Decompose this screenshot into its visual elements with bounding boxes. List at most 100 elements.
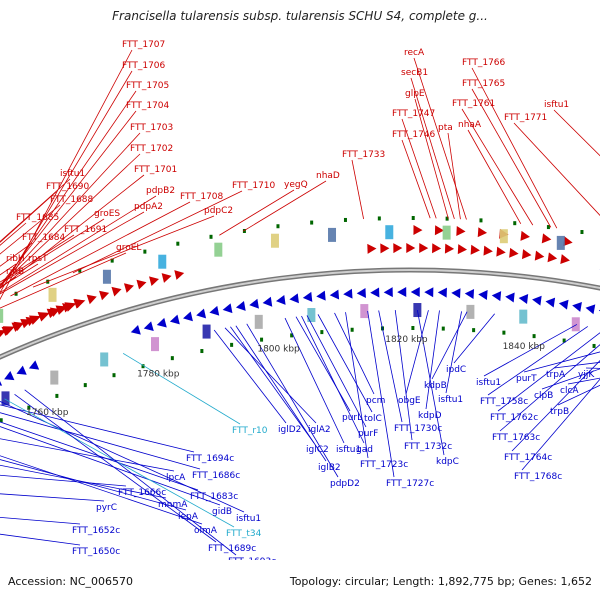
feature-block xyxy=(1,391,10,406)
reverse-leader-line xyxy=(4,398,235,528)
reverse-leader-line xyxy=(0,493,105,502)
track-tick xyxy=(411,216,415,221)
reverse-gene-label: olmA xyxy=(194,526,218,536)
forward-gene-arrow xyxy=(367,243,377,254)
forward-leader-line xyxy=(0,70,133,294)
accession-text: Accession: NC_006570 xyxy=(8,575,134,588)
forward-gene-arrow xyxy=(419,243,429,254)
reverse-gene-arrow xyxy=(249,298,259,309)
reverse-gene-arrow xyxy=(169,314,180,325)
reverse-gene-arrow xyxy=(262,296,273,307)
reverse-leader-line xyxy=(367,310,395,478)
reverse-gene-label: FTT_1666c xyxy=(118,488,166,498)
track-tick xyxy=(350,327,354,332)
feature-block xyxy=(307,308,316,323)
forward-gene-label: FTT_1710 xyxy=(232,181,276,191)
forward-gene-arrow xyxy=(434,225,445,236)
forward-gene-arrow xyxy=(520,230,530,241)
forward-gene-arrow xyxy=(136,279,147,290)
forward-gene-label: pdpB2 xyxy=(146,186,175,196)
scale-label: 1800 kbp xyxy=(257,344,300,354)
track-tick xyxy=(110,258,114,263)
forward-leader-line xyxy=(0,218,105,285)
reverse-leader-line xyxy=(0,455,203,525)
forward-leader-line xyxy=(0,234,75,283)
forward-gene-arrow xyxy=(29,315,42,325)
reverse-leader-line xyxy=(334,312,375,395)
forward-leader-line xyxy=(0,174,145,289)
forward-gene-arrow xyxy=(161,273,172,283)
scale-label: 1760 kbp xyxy=(26,408,69,418)
reverse-gene-label: purF xyxy=(358,429,378,439)
feature-block xyxy=(254,314,263,329)
reverse-leader-line xyxy=(0,400,245,513)
feature-block xyxy=(151,337,160,352)
forward-gene-arrow xyxy=(174,270,185,280)
forward-gene-label: FTT_1705 xyxy=(126,81,169,91)
reverse-gene-label: lepA xyxy=(178,512,199,522)
forward-leader-line xyxy=(413,57,467,220)
reverse-gene-label: isftu1 xyxy=(438,395,463,405)
reverse-leader-line xyxy=(246,323,339,478)
forward-gene-arrow xyxy=(46,308,59,319)
reverse-leader-line xyxy=(301,315,365,444)
feature-block xyxy=(571,317,580,332)
forward-gene-arrow xyxy=(509,247,519,258)
forward-leader-line xyxy=(243,180,327,232)
reverse-leader-line xyxy=(511,360,600,452)
forward-gene-arrow xyxy=(11,322,24,332)
rna-gene-label: FTT_r10 xyxy=(232,426,268,436)
reverse-gene-label: isftu1 xyxy=(236,514,261,524)
reverse-gene-arrow xyxy=(276,294,286,305)
reverse-leader-line xyxy=(497,332,600,412)
forward-gene-label: FTT_1691 xyxy=(64,225,107,235)
feature-block xyxy=(0,308,4,323)
forward-gene-arrow xyxy=(393,243,403,254)
scale-label: 1820 kbp xyxy=(385,335,428,345)
forward-gene-label: FTT_1733 xyxy=(342,150,385,160)
reverse-gene-arrow xyxy=(518,294,529,304)
forward-gene-arrow xyxy=(483,245,493,256)
forward-gene-label: glpE xyxy=(405,89,425,99)
reverse-leader-line xyxy=(0,438,175,472)
forward-gene-arrow xyxy=(55,305,68,315)
reverse-gene-arrow xyxy=(558,299,569,310)
reverse-gene-label: FTT_1693c xyxy=(228,557,276,560)
reverse-leader-line xyxy=(483,324,578,377)
forward-leader-line xyxy=(10,201,191,297)
reverse-gene-label: isftu1 xyxy=(476,378,501,388)
forward-leader-line xyxy=(513,122,600,216)
forward-leader-line xyxy=(0,252,127,309)
reverse-gene-arrow xyxy=(222,303,233,314)
forward-leader-line xyxy=(0,110,137,287)
reverse-gene-arrow xyxy=(302,291,313,302)
forward-gene-arrow xyxy=(380,243,390,254)
reverse-gene-arrow xyxy=(28,360,40,370)
forward-gene-label: FTT_1708 xyxy=(180,192,224,202)
reverse-leader-line xyxy=(14,393,217,543)
reverse-gene-arrow xyxy=(585,304,596,315)
track-tick xyxy=(276,224,280,229)
reverse-gene-label: FTT_1652c xyxy=(72,526,120,536)
forward-gene-arrow xyxy=(149,276,159,287)
reverse-leader-line xyxy=(431,311,468,380)
reverse-gene-label: FTT_1763c xyxy=(492,433,540,443)
forward-leader-line xyxy=(0,191,57,243)
forward-gene-label: recA xyxy=(404,48,425,58)
backbone-highlight xyxy=(0,269,600,359)
reverse-leader-line xyxy=(0,426,221,506)
forward-gene-arrow xyxy=(64,302,77,312)
track-tick xyxy=(112,373,116,378)
reverse-leader-line xyxy=(394,310,413,441)
track-tick xyxy=(170,356,174,361)
topology-text: Topology: circular; Length: 1,892,775 bp… xyxy=(289,575,592,588)
feature-block xyxy=(202,324,211,339)
reverse-leader-line xyxy=(499,344,600,432)
feature-block xyxy=(100,352,109,367)
reverse-leader-line xyxy=(284,317,345,444)
reverse-gene-label: lpcA xyxy=(166,473,186,483)
track-tick xyxy=(27,405,31,410)
forward-leader-line xyxy=(461,108,534,226)
forward-gene-label: FTT_1685 xyxy=(16,213,59,223)
